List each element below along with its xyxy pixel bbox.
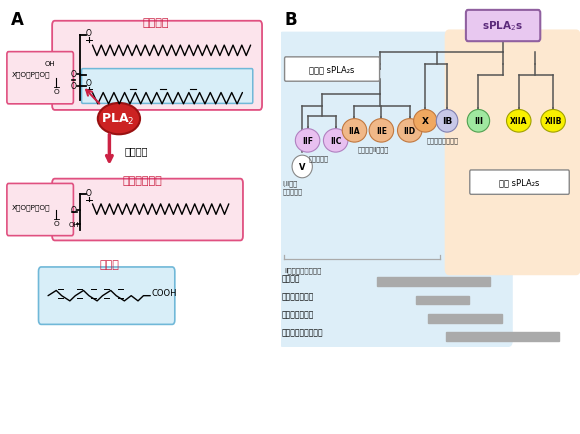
Text: X－O－P－O－: X－O－P－O－ [12,204,50,211]
Text: 脊椎動物: 脊椎動物 [281,273,300,282]
Text: IIA: IIA [349,127,360,135]
Ellipse shape [324,129,348,153]
FancyBboxPatch shape [466,11,541,42]
Text: O: O [86,79,92,88]
Text: O: O [71,70,77,79]
FancyBboxPatch shape [445,30,580,276]
Bar [445,332,559,341]
Text: 脊椎動物～昆虫: 脊椎動物～昆虫 [281,310,314,319]
Text: 脊椎動物～線虫: 脊椎動物～線虫 [281,292,314,300]
Text: リン脂質: リン脂質 [143,18,169,28]
Bar [416,296,469,305]
Text: 前駅体として合成: 前駅体として合成 [426,137,458,143]
Ellipse shape [369,119,394,143]
Text: 脂肪酸: 脂肪酸 [99,260,119,270]
Text: O: O [53,89,59,95]
FancyBboxPatch shape [52,179,243,241]
Ellipse shape [506,110,531,133]
Text: 古典的 sPLA₂s: 古典的 sPLA₂s [309,66,355,74]
Bar [427,314,502,323]
Text: 延長配列有: 延長配列有 [309,155,329,161]
Text: X－O－P－O－: X－O－P－O－ [12,71,50,78]
Ellipse shape [414,110,437,133]
Text: X: X [422,117,429,126]
Text: 典型的なⅡ型酵素: 典型的なⅡ型酵素 [357,146,389,153]
Ellipse shape [292,156,313,178]
Text: IID: IID [404,127,416,135]
Text: sPLA$_2$s: sPLA$_2$s [483,20,524,33]
Text: 加水分解: 加水分解 [124,146,148,156]
Text: IIC: IIC [330,137,342,145]
Text: B: B [284,11,297,29]
Text: XIIA: XIIA [510,117,528,126]
Text: COOH: COOH [151,289,177,297]
FancyBboxPatch shape [278,33,513,347]
Text: IIE: IIE [376,127,387,135]
Text: A: A [11,11,24,29]
Text: O: O [86,30,92,38]
Text: OH: OH [45,61,55,67]
Ellipse shape [342,119,367,143]
Ellipse shape [295,129,320,153]
Text: Ⅱ型サブファミリー: Ⅱ型サブファミリー [284,267,322,273]
Ellipse shape [397,119,422,143]
Ellipse shape [541,110,566,133]
Text: リゾリン脂質: リゾリン脂質 [122,176,162,186]
Ellipse shape [467,110,490,133]
Ellipse shape [98,104,140,135]
Ellipse shape [436,110,458,133]
Text: 新規 sPLA₂s: 新規 sPLA₂s [499,178,539,187]
Text: O: O [71,206,77,215]
Text: 脊椎動物～原生動物: 脊椎動物～原生動物 [281,328,323,337]
Text: IIF: IIF [302,137,313,145]
Text: O: O [71,82,77,91]
Text: III: III [474,117,483,126]
FancyBboxPatch shape [470,171,569,195]
Text: OH: OH [68,222,79,228]
FancyBboxPatch shape [82,69,253,104]
Text: PLA$_2$: PLA$_2$ [102,112,135,126]
Text: Ⅰ,Ⅱ型の
特徴を失う: Ⅰ,Ⅱ型の 特徴を失う [283,180,303,195]
FancyBboxPatch shape [7,184,74,236]
FancyBboxPatch shape [38,267,175,325]
Text: O: O [53,220,59,227]
FancyBboxPatch shape [285,58,379,82]
Text: XIIB: XIIB [545,117,562,126]
Bar [377,278,490,286]
Text: V: V [299,163,306,171]
FancyBboxPatch shape [7,53,74,105]
FancyBboxPatch shape [52,22,262,111]
Text: O: O [86,189,92,197]
Text: IB: IB [442,117,452,126]
